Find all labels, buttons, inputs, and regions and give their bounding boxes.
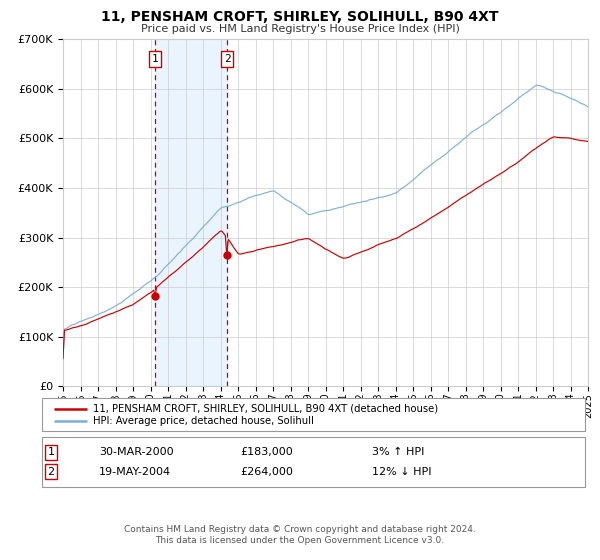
Text: 12% ↓ HPI: 12% ↓ HPI [372,466,431,477]
Text: £264,000: £264,000 [240,466,293,477]
Text: £183,000: £183,000 [240,447,293,458]
Text: 3% ↑ HPI: 3% ↑ HPI [372,447,424,458]
Text: HPI: Average price, detached house, Solihull: HPI: Average price, detached house, Soli… [93,416,314,426]
Text: 19-MAY-2004: 19-MAY-2004 [99,466,171,477]
Text: Contains HM Land Registry data © Crown copyright and database right 2024.: Contains HM Land Registry data © Crown c… [124,525,476,534]
Text: 11, PENSHAM CROFT, SHIRLEY, SOLIHULL, B90 4XT (detached house): 11, PENSHAM CROFT, SHIRLEY, SOLIHULL, B9… [93,404,438,414]
Text: 2: 2 [224,54,230,64]
Text: Price paid vs. HM Land Registry's House Price Index (HPI): Price paid vs. HM Land Registry's House … [140,24,460,34]
Text: 2: 2 [47,466,55,477]
Text: 1: 1 [151,54,158,64]
Text: This data is licensed under the Open Government Licence v3.0.: This data is licensed under the Open Gov… [155,536,445,545]
Text: 30-MAR-2000: 30-MAR-2000 [99,447,173,458]
Text: 11, PENSHAM CROFT, SHIRLEY, SOLIHULL, B90 4XT: 11, PENSHAM CROFT, SHIRLEY, SOLIHULL, B9… [101,10,499,24]
Bar [155,39,227,386]
Text: 1: 1 [47,447,55,458]
